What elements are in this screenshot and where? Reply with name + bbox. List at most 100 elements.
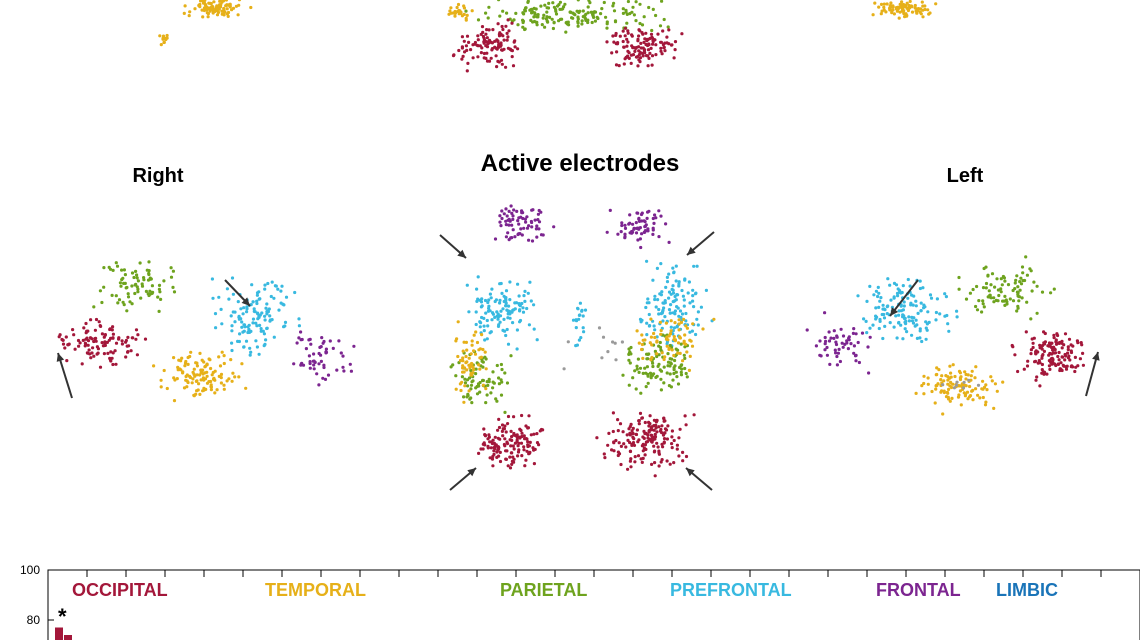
electrode-dot (840, 341, 844, 345)
electrode-dot (507, 304, 511, 308)
electrode-dot (574, 319, 579, 323)
electrode-dot (659, 460, 663, 464)
electrode-dot (116, 301, 120, 305)
electrode-dot (543, 3, 547, 7)
electrode-dot (242, 329, 246, 333)
electrode-dot (503, 410, 507, 414)
left-view-prefrontal (856, 277, 959, 344)
electrode-dot (499, 41, 503, 45)
electrode-dot (203, 377, 208, 381)
electrode-dot (648, 422, 652, 426)
electrode-dot (530, 225, 534, 229)
electrode-dot (264, 306, 268, 310)
electrode-dot (897, 309, 901, 313)
electrode-dot (210, 277, 214, 281)
electrode-dot (971, 287, 975, 292)
electrode-dot (906, 277, 910, 282)
electrode-dot (255, 301, 259, 306)
electrode-dot (194, 379, 198, 383)
electrode-dot (583, 16, 588, 21)
electrode-dot (653, 432, 657, 436)
electrode-dot (645, 301, 649, 305)
electrode-dot (650, 63, 654, 67)
electrode-dot (460, 380, 464, 384)
electrode-dot (629, 352, 633, 356)
electrode-dot (629, 53, 634, 57)
electrode-dot (623, 232, 627, 236)
electrode-dot (212, 377, 216, 382)
electrode-dot (1016, 304, 1020, 308)
electrode-dot (475, 299, 479, 303)
electrode-dot (503, 444, 507, 448)
electrode-dot (910, 5, 914, 9)
electrode-dot (683, 356, 687, 360)
left-view-parietal (957, 255, 1056, 321)
electrode-dot (111, 336, 115, 340)
electrode-dot (671, 378, 675, 382)
electrode-dot (175, 377, 179, 381)
electrode-dot (854, 359, 858, 363)
electrode-dot (928, 293, 933, 297)
electrode-dot (208, 358, 212, 362)
electrode-dot (268, 314, 272, 318)
electrode-dot (586, 20, 590, 25)
electrode-dot (480, 25, 485, 29)
electrode-dot (574, 326, 578, 330)
electrode-dot (511, 217, 515, 221)
electrode-dot (628, 213, 632, 217)
electrode-dot (665, 371, 669, 375)
electrode-dot (868, 335, 872, 339)
electrode-dot (242, 345, 246, 349)
electrode-dot (504, 457, 508, 461)
electrode-dot (262, 344, 266, 348)
electrode-dot (666, 25, 670, 29)
electrode-dot (938, 312, 942, 316)
electrode-dot (209, 7, 214, 11)
electrode-dot (504, 65, 508, 69)
electrode-dot (696, 310, 701, 314)
electrode-dot (681, 459, 685, 463)
electrode-dot (672, 271, 676, 275)
electrode-dot (683, 414, 687, 418)
electrode-dot (659, 262, 663, 266)
electrode-dot (639, 41, 643, 46)
electrode-dot (481, 378, 485, 382)
electrode-dot (136, 287, 140, 291)
electrode-dot (541, 233, 545, 237)
electrode-dot (684, 324, 688, 328)
electrode-dot (202, 386, 206, 390)
electrode-dot (491, 464, 495, 468)
electrode-dot (102, 285, 106, 289)
electrode-dot (640, 232, 644, 236)
electrode-dot (655, 430, 659, 434)
electrode-dot (195, 389, 199, 393)
electrode-dot (132, 275, 136, 280)
electrode-dot (636, 357, 641, 361)
electrode-dot (676, 382, 681, 386)
electrode-dot (638, 21, 642, 26)
electrode-dot (644, 223, 648, 227)
electrode-dot (631, 441, 636, 445)
electrode-dot (135, 273, 139, 277)
electrode-dot (493, 39, 497, 44)
electrode-dot (872, 293, 876, 297)
electrode-dot (91, 346, 95, 350)
electrode-dot (81, 338, 85, 342)
electrode-dot (616, 41, 620, 45)
electrode-dot (581, 314, 585, 318)
electrode-dot (600, 7, 604, 11)
electrode-dot (521, 310, 526, 314)
electrode-dot (471, 365, 475, 369)
electrode-dot (493, 237, 498, 241)
electrode-dot (683, 345, 687, 349)
electrode-dot (618, 34, 622, 38)
electrode-dot (896, 287, 900, 291)
electrode-dot (649, 433, 653, 437)
electrode-dot (255, 291, 260, 295)
electrode-dot (567, 23, 571, 27)
electrode-dot (914, 299, 918, 303)
electrode-dot (488, 331, 492, 335)
electrode-dot (679, 320, 684, 324)
electrode-dot (620, 340, 625, 344)
electrode-dot (199, 378, 203, 382)
